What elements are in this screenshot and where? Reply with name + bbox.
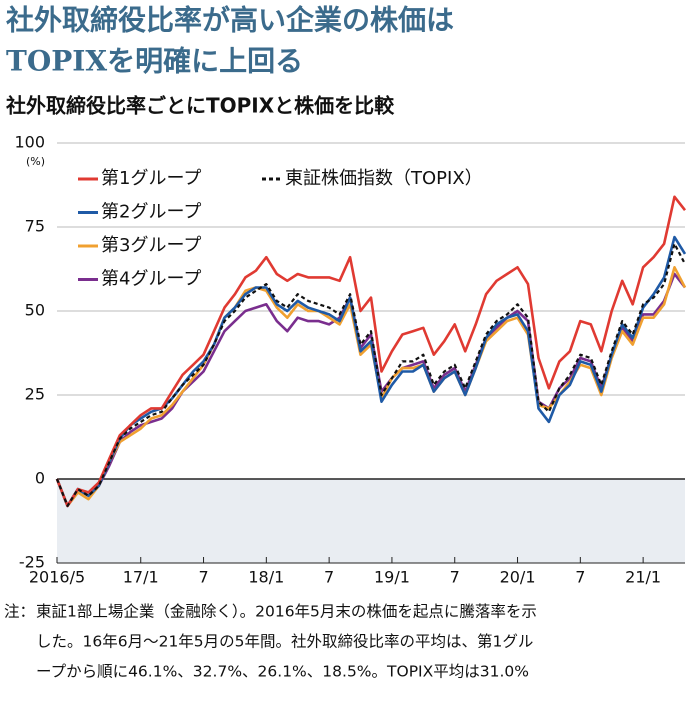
series-line bbox=[55, 272, 687, 508]
series-line bbox=[55, 242, 686, 507]
y-tick-label: 100 bbox=[14, 133, 45, 152]
y-tick-label: -25 bbox=[19, 553, 45, 572]
chart-subtitle: 社外取締役比率ごとにTOPIXと株価を比較 bbox=[5, 94, 395, 118]
legend-label: 第2グループ bbox=[101, 202, 201, 223]
note-label: 注： bbox=[4, 603, 35, 621]
x-tick-label: 20/1 bbox=[500, 568, 536, 587]
negative-region bbox=[57, 479, 685, 563]
x-tick-label: 19/1 bbox=[374, 568, 410, 587]
legend-label: 第4グループ bbox=[101, 269, 201, 290]
y-tick-label: 0 bbox=[35, 469, 45, 488]
legend-label: 第1グループ bbox=[101, 168, 201, 189]
legend-label: 東証株価指数（TOPIX） bbox=[285, 168, 483, 189]
x-tick-label: 7 bbox=[324, 568, 334, 587]
y-tick-label: 25 bbox=[25, 385, 45, 404]
note: した。16年6月～21年5月の5年間。社外取締役比率の平均は、第1グル bbox=[36, 633, 533, 651]
series-line bbox=[55, 195, 687, 508]
y-tick-label: 75 bbox=[25, 217, 45, 236]
x-tick-label: 7 bbox=[198, 568, 208, 587]
x-tick-label: 2016/5 bbox=[29, 568, 85, 587]
x-tick-label: 18/1 bbox=[248, 568, 284, 587]
x-tick-label: 17/1 bbox=[123, 568, 159, 587]
note: ープから順に46.1%、32.7%、26.1%、18.5%。TOPIX平均は31… bbox=[36, 663, 529, 681]
x-tick-label: 21/1 bbox=[625, 568, 661, 587]
y-tick-label: 50 bbox=[25, 301, 45, 320]
legend-label: 第3グループ bbox=[101, 235, 201, 256]
note: 東証1部上場企業（金融除く）。2016年5月末の株価を起点に騰落率を示 bbox=[36, 603, 537, 621]
chart-title: TOPIXを明確に上回る bbox=[6, 45, 303, 78]
x-tick-label: 7 bbox=[450, 568, 460, 587]
chart-title: 社外取締役比率が高い企業の株価は bbox=[6, 4, 454, 37]
y-unit: (%) bbox=[26, 155, 45, 168]
x-tick-label: 7 bbox=[575, 568, 585, 587]
